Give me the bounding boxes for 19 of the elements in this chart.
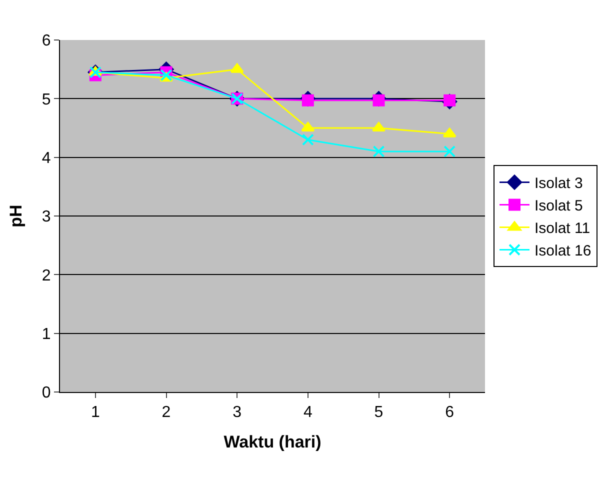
- legend-label: Isolat 11: [534, 220, 590, 238]
- y-tick-label: 3: [42, 208, 51, 226]
- y-tick-label: 1: [42, 326, 51, 343]
- y-tick-label: 0: [42, 384, 51, 402]
- y-tick-label: 6: [42, 32, 51, 50]
- x-tick-label: 2: [162, 404, 171, 422]
- y-tick-label: 2: [42, 267, 51, 284]
- x-tick-label: 1: [90, 404, 100, 422]
- x-tick-label: 4: [303, 404, 312, 422]
- legend-label: Isolat 16: [534, 242, 592, 260]
- y-tick-label: 5: [42, 91, 51, 108]
- x-tick-label: 5: [374, 404, 384, 422]
- y-axis-title: pH: [6, 204, 26, 228]
- x-tick-label: 6: [445, 404, 454, 422]
- legend-label: Isolat 5: [534, 198, 583, 215]
- legend-label: Isolat 3: [534, 175, 583, 192]
- x-axis-title: Waktu (hari): [224, 432, 322, 452]
- x-tick-label: 3: [232, 404, 242, 422]
- y-tick-label: 4: [42, 150, 51, 167]
